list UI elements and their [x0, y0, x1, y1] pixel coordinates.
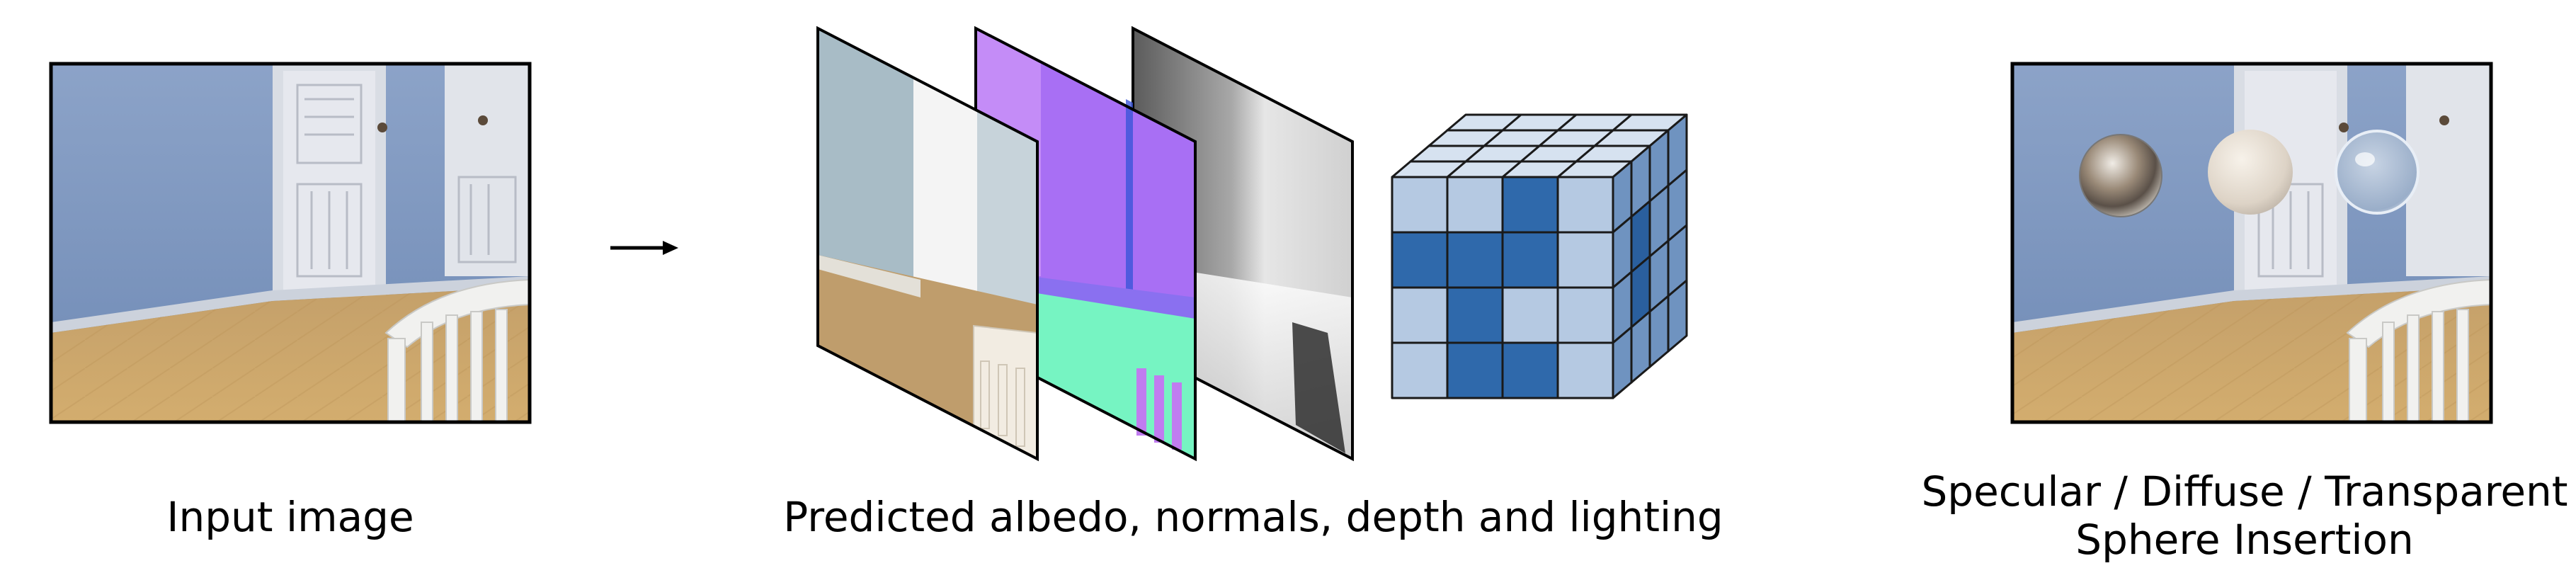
voxel-front	[1391, 341, 1449, 399]
output-image	[2010, 62, 2493, 424]
predicted-maps-caption: Predicted albedo, normals, depth and lig…	[783, 493, 1723, 541]
voxel-front	[1446, 176, 1504, 234]
voxel-front	[1446, 231, 1504, 289]
diffuse-sphere	[2208, 130, 2293, 215]
insertion-caption-line2: Sphere Insertion	[2075, 516, 2414, 564]
voxel-front	[1446, 341, 1504, 399]
insertion-caption-line1: Specular / Diffuse / Transparent	[1921, 467, 2568, 516]
voxel-front	[1501, 341, 1559, 399]
transparent-sphere	[2335, 130, 2420, 215]
voxel-front	[1391, 231, 1449, 289]
voxel-front	[1446, 286, 1504, 344]
voxel-front	[1501, 231, 1559, 289]
input-image-caption: Input image	[166, 493, 414, 541]
arrow-icon	[610, 241, 678, 255]
albedo-layer	[816, 25, 1039, 462]
voxel-front	[1556, 176, 1614, 234]
voxel-front	[1501, 176, 1559, 234]
voxel-top	[1391, 160, 1467, 178]
lighting-volume	[1391, 113, 1688, 399]
voxel-front	[1501, 286, 1559, 344]
voxel-front	[1556, 341, 1614, 399]
voxel-front	[1391, 176, 1449, 234]
voxel-side	[1612, 326, 1633, 399]
voxel-front	[1391, 286, 1449, 344]
input-image	[49, 62, 532, 424]
voxel-front	[1556, 231, 1614, 289]
specular-sphere	[2079, 134, 2162, 217]
voxel-front	[1556, 286, 1614, 344]
